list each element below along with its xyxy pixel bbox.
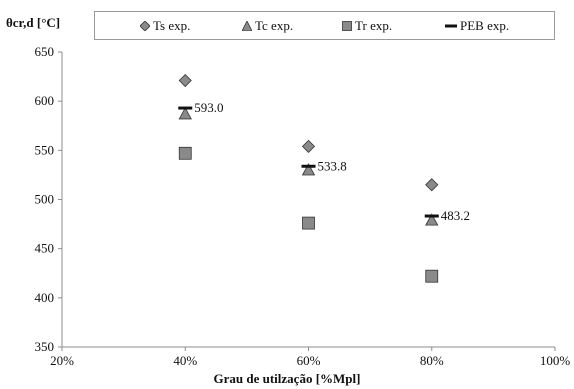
peb-point bbox=[424, 214, 439, 218]
tc-point bbox=[425, 213, 439, 226]
x-tick-label: 40% bbox=[173, 353, 197, 368]
legend-label-tc: Tc exp. bbox=[255, 18, 294, 33]
triangle-marker-icon bbox=[242, 21, 252, 31]
data-label: 483.2 bbox=[441, 208, 470, 223]
x-tick-label: 20% bbox=[50, 353, 74, 368]
y-tick-label: 550 bbox=[35, 142, 55, 157]
x-axis-label: Grau de utilzação [%Mpl] bbox=[213, 371, 361, 386]
y-tick-label: 450 bbox=[35, 241, 55, 256]
data-label: 593.0 bbox=[194, 100, 223, 115]
chart-marks: 593.0 533.8 483.2 bbox=[178, 73, 470, 283]
dash-marker-icon bbox=[445, 24, 457, 28]
tr-point bbox=[178, 146, 192, 160]
legend-item-peb: PEB exp. bbox=[445, 18, 509, 34]
tc-point bbox=[178, 107, 192, 120]
data-label: 533.8 bbox=[318, 158, 347, 173]
y-tick-label: 350 bbox=[35, 339, 55, 354]
y-tick-label: 500 bbox=[35, 192, 55, 207]
peb-point bbox=[178, 106, 193, 110]
tr-point bbox=[425, 269, 439, 283]
legend-label-tr: Tr exp. bbox=[355, 18, 393, 33]
legend-item-tr: Tr exp. bbox=[342, 18, 392, 34]
x-tick-label: 60% bbox=[297, 353, 321, 368]
x-tick-label: 100% bbox=[540, 353, 571, 368]
axes: 350 400 450 500 550 600 650 20% 40% 60% 80% 100% bbox=[35, 44, 571, 368]
y-tick-label: 600 bbox=[35, 93, 55, 108]
legend: Ts exp. Tc exp. Tr exp. PEB exp. bbox=[94, 11, 555, 40]
ts-point bbox=[178, 73, 192, 88]
ts-point bbox=[301, 139, 316, 153]
y-axis-label: θcr,d [°C] bbox=[6, 15, 61, 30]
legend-item-ts: Ts exp. bbox=[140, 18, 190, 34]
y-tick-label: 400 bbox=[35, 290, 55, 305]
legend-label-peb: PEB exp. bbox=[460, 18, 510, 33]
legend-item-tc: Tc exp. bbox=[242, 18, 293, 34]
x-tick-label: 80% bbox=[420, 353, 444, 368]
legend-label-ts: Ts exp. bbox=[153, 18, 191, 33]
y-tick-label: 650 bbox=[35, 44, 55, 59]
square-marker-icon bbox=[342, 21, 352, 31]
diamond-marker-icon bbox=[140, 21, 150, 31]
tr-point bbox=[302, 216, 315, 230]
tc-point bbox=[301, 163, 316, 176]
peb-point bbox=[301, 164, 316, 168]
ts-point bbox=[425, 178, 439, 192]
